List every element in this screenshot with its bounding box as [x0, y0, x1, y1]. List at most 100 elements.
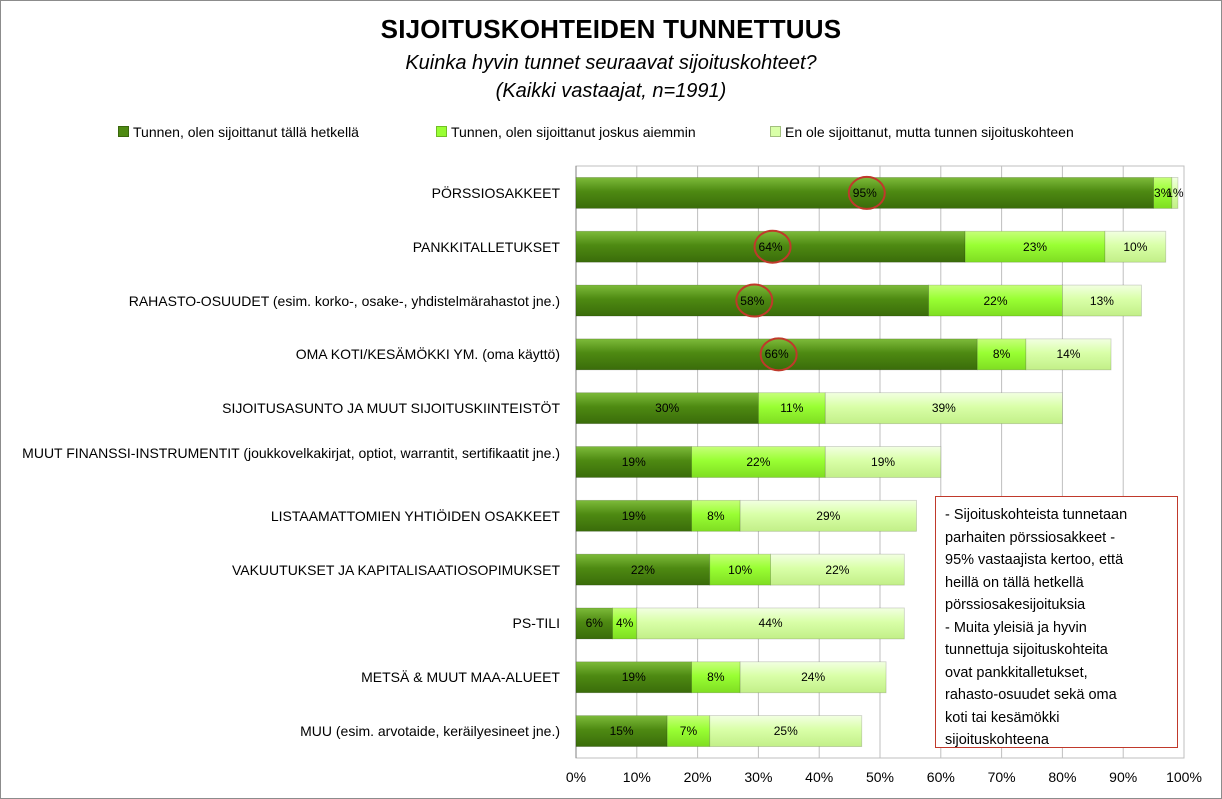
note-line: ovat pankkitalletukset, [945, 664, 1088, 681]
legend-swatch-current [118, 126, 129, 137]
bar-segment-series-3 [636, 607, 905, 640]
bar-segment-series-2 [691, 446, 826, 478]
bar-segment-series-2 [612, 607, 638, 640]
legend-swatch-known [770, 126, 781, 137]
note-line: sijoituskohteena [945, 732, 1049, 748]
note-box: - Sijoituskohteista tunnetaan parhaiten … [935, 496, 1178, 748]
value-label: 66% [764, 347, 789, 362]
category-label: RAHASTO-OSUUDET (esim. korko-, osake-, y… [128, 292, 560, 309]
legend-item-known: En ole sijoittanut, mutta tunnen sijoitu… [770, 124, 1074, 140]
category-label: METSÄ & MUUT MAA-ALUEET [361, 669, 560, 686]
value-label: 3% [1154, 185, 1172, 200]
highlight-circle [753, 229, 792, 264]
category-label: OMA KOTI/KESÄMÖKKI YM. (oma käyttö) [295, 346, 560, 363]
value-label: 10% [1123, 239, 1148, 254]
bar-segment-series-2 [976, 338, 1027, 371]
bar-segment-series-1 [575, 715, 668, 747]
chart-subtitle-question: Kuinka hyvin tunnet seuraavat sijoitusko… [405, 52, 817, 74]
value-label: 23% [1023, 239, 1048, 254]
note-line: parhaiten pörssiosakkeet - [945, 529, 1116, 546]
bar-segment-series-2 [666, 715, 711, 747]
value-label: 4% [615, 616, 634, 631]
bar-segment-series-3 [1104, 230, 1167, 263]
value-label: 13% [1089, 293, 1114, 308]
note-line: pörssiosakesijoituksia [945, 597, 1086, 613]
category-label: MUUT FINANSSI-INSTRUMENTIT (joukkovelkak… [22, 445, 560, 461]
category-label: LISTAAMATTOMIEN YHTIÖIDEN OSAKKEET [270, 507, 560, 524]
chart-legend: Tunnen, olen sijoittanut tällä hetkellä … [0, 124, 1222, 144]
bar-segment-series-2 [964, 230, 1106, 263]
highlight-circle [735, 283, 774, 318]
value-label: 1% [1166, 185, 1184, 200]
value-label: 22% [746, 455, 771, 469]
value-label: 19% [871, 455, 896, 469]
value-label: 8% [707, 670, 725, 685]
category-label: MUU (esim. arvotaide, keräilyesineet jne… [300, 723, 560, 740]
legend-swatch-previous [436, 126, 447, 137]
value-label: 22% [825, 562, 850, 577]
value-label: 19% [621, 455, 646, 469]
bar-segment-series-3 [770, 553, 905, 586]
bar-segment-series-3 [824, 446, 942, 478]
legend-label-known: En ole sijoittanut, mutta tunnen sijoitu… [785, 124, 1074, 140]
category-label: PANKKITALLETUKSET [412, 238, 560, 255]
bar-segment-series-2 [691, 499, 741, 532]
x-tick-label: 20% [683, 769, 712, 785]
category-label: VAKUUTUKSET JA KAPITALISAATIOSOPIMUKSET [231, 561, 560, 578]
x-tick-label: 70% [987, 769, 1016, 785]
value-label: 24% [801, 670, 826, 685]
category-label: SIJOITUSASUNTO JA MUUT SIJOITUSKIINTEIST… [222, 400, 560, 417]
value-label: 19% [621, 670, 646, 685]
bar-segment-series-3 [1025, 338, 1112, 371]
chart-title: SIJOITUSKOHTEIDEN TUNNETTUUS [380, 14, 842, 44]
value-label: 29% [816, 508, 841, 523]
bar-segment-series-1 [575, 284, 930, 317]
highlight-circle [759, 337, 798, 372]
value-label: 11% [780, 401, 804, 416]
x-tick-label: 100% [1166, 769, 1202, 785]
bar-segment-series-1 [575, 392, 759, 425]
value-label: 58% [740, 293, 765, 308]
x-tick-label: 0% [565, 769, 587, 785]
legend-label-current: Tunnen, olen sijoittanut tällä hetkellä [133, 124, 359, 140]
value-label: 25% [773, 724, 798, 739]
bar-segment-series-2 [691, 661, 741, 694]
value-label: 22% [630, 562, 655, 577]
legend-item-previous: Tunnen, olen sijoittanut joskus aiemmin [436, 124, 696, 140]
value-label: 10% [728, 562, 753, 577]
value-label: 30% [655, 401, 680, 416]
value-label: 8% [992, 347, 1011, 362]
value-label: 6% [585, 616, 603, 631]
value-label: 39% [931, 401, 956, 416]
value-label: 19% [621, 508, 646, 523]
bar-segment-series-3 [1062, 284, 1142, 317]
note-line: - Muita yleisiä ja hyvin [945, 619, 1087, 636]
note-line: rahasto-osuudet sekä oma [945, 687, 1117, 703]
value-label: 22% [983, 293, 1008, 308]
bar-segment-series-1 [575, 661, 692, 694]
category-label: PS-TILI [512, 615, 560, 632]
legend-item-current: Tunnen, olen sijoittanut tällä hetkellä [118, 124, 359, 140]
bar-segment-series-2 [709, 553, 771, 586]
value-label: 44% [758, 616, 783, 631]
value-label: 64% [758, 239, 783, 254]
x-tick-label: 80% [1048, 769, 1077, 785]
bar-segment-series-3 [739, 499, 917, 532]
value-label: 14% [1056, 347, 1081, 362]
highlight-circle [847, 175, 886, 210]
value-label: 8% [707, 508, 725, 523]
value-label: 95% [852, 185, 877, 200]
bar-segment-series-3 [1171, 177, 1179, 209]
bar-segment-series-1 [575, 230, 966, 263]
x-tick-label: 90% [1109, 769, 1138, 785]
note-line: heillä on tällä hetkellä [945, 574, 1084, 591]
bar-segment-series-3 [709, 715, 863, 747]
note-line: - Sijoituskohteista tunnetaan [945, 507, 1128, 523]
bar-segment-series-1 [575, 499, 692, 532]
note-line: 95% vastaajista kertoo, että [945, 552, 1124, 568]
bar-segment-series-2 [928, 284, 1063, 317]
chart-subtitle-sample: (Kaikki vastaajat, n=1991) [495, 80, 727, 102]
note-line: koti tai kesämökki [945, 709, 1060, 726]
legend-label-previous: Tunnen, olen sijoittanut joskus aiemmin [451, 124, 696, 140]
